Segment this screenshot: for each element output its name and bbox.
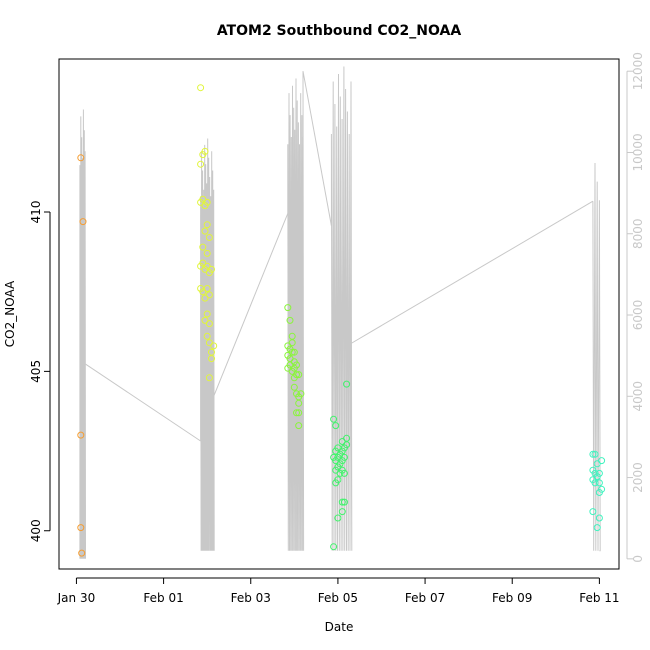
data-point-s1-1 (197, 160, 205, 168)
data-point-s1-23 (201, 294, 209, 302)
y-axis: 400 405 410 (29, 201, 51, 542)
altitude-profile-3 (330, 66, 353, 551)
data-point-s3-25 (340, 498, 348, 506)
data-point-s4-12 (595, 489, 603, 496)
data-point-s1-0 (197, 84, 205, 92)
data-point-s2-19 (290, 383, 298, 391)
data-point-s4-14 (595, 514, 603, 522)
data-point-s1-10 (205, 234, 213, 241)
y2-axis: 0 2000 4000 6000 8000 10000 12000 (626, 52, 645, 563)
x-axis-label: Date (325, 620, 354, 634)
data-point-s2-18 (295, 371, 303, 379)
x-tick-label-5: Feb 09 (492, 591, 532, 605)
data-point-s0-2 (77, 431, 85, 439)
y-tick-label-1: 405 (29, 360, 43, 383)
data-point-s1-27 (203, 332, 211, 340)
y2-tick-label-1: 2000 (631, 462, 645, 493)
data-point-s4-10 (595, 479, 603, 487)
data-point-s1-7 (203, 198, 211, 206)
data-point-s2-26 (295, 422, 303, 430)
data-point-s1-8 (201, 227, 209, 235)
x-tick-label-4: Feb 07 (405, 591, 445, 605)
chart-title: ATOM2 Southbound CO2_NOAA (217, 23, 462, 39)
data-point-s0-0 (77, 154, 85, 162)
data-point-s2-25 (295, 409, 303, 417)
y2-tick-label-5: 10000 (631, 133, 645, 171)
data-point-s1-12 (203, 249, 211, 257)
data-point-s2-9 (288, 348, 296, 356)
data-point-s1-9 (203, 221, 211, 229)
data-point-s1-30 (210, 342, 218, 350)
data-point-s3-24 (338, 498, 346, 506)
x-axis: Jan 30 Feb 01 Feb 03 Feb 05 Feb 07 Feb 09 Feb … (57, 577, 620, 605)
altitude-line-layer (79, 66, 601, 559)
y-tick-label-0: 400 (29, 519, 43, 542)
data-point-s0-3 (77, 524, 85, 532)
data-point-s3-28 (330, 543, 338, 551)
altitude-transit-3 (350, 200, 594, 344)
data-point-s2-14 (293, 361, 300, 369)
y-tick-label-2: 410 (29, 201, 43, 224)
data-point-s3-0 (330, 415, 338, 423)
altitude-transit-2 (302, 71, 332, 226)
data-points-layer (77, 84, 606, 557)
data-point-s3-1 (332, 422, 340, 430)
data-point-s3-2 (343, 380, 351, 388)
data-point-s2-1 (286, 316, 294, 324)
data-point-s4-15 (593, 524, 601, 532)
data-point-s2-22 (297, 390, 305, 398)
data-point-s4-9 (591, 479, 599, 487)
x-tick-label-2: Feb 03 (231, 591, 271, 605)
data-point-s1-31 (208, 355, 215, 363)
altitude-transit-1 (213, 213, 289, 397)
data-point-s2-0 (284, 304, 292, 312)
data-point-s0-4 (78, 549, 86, 557)
data-point-s2-24 (293, 409, 300, 417)
x-tick-label-3: Feb 05 (318, 591, 358, 605)
data-point-s3-27 (334, 514, 342, 522)
data-point-s4-13 (589, 508, 597, 516)
data-point-s3-26 (338, 508, 346, 516)
data-point-s0-1 (79, 218, 87, 226)
data-point-s4-0 (589, 450, 597, 458)
data-point-s4-1 (591, 450, 599, 458)
data-point-s2-6 (290, 348, 298, 356)
altitude-profile-2 (287, 71, 305, 551)
data-point-s4-3 (593, 460, 601, 468)
data-point-s1-3 (201, 147, 209, 155)
x-tick-label-0: Jan 30 (57, 591, 96, 605)
data-point-s1-11 (199, 243, 207, 251)
x-tick-label-1: Feb 01 (143, 591, 183, 605)
data-point-s1-21 (203, 285, 211, 292)
altitude-profile-4 (592, 162, 601, 552)
y2-tick-label-3: 6000 (631, 300, 645, 331)
data-point-s3-18 (340, 469, 348, 477)
data-point-s3-20 (334, 476, 342, 484)
y2-tick-label-4: 8000 (631, 218, 645, 249)
data-point-s2-5 (288, 339, 296, 347)
y2-tick-label-6: 12000 (631, 52, 645, 90)
data-point-s2-23 (295, 399, 303, 407)
y2-tick-label-2: 4000 (631, 381, 645, 412)
data-point-s1-32 (205, 374, 213, 382)
altitude-transit-0 (84, 363, 201, 442)
data-point-s1-18 (208, 265, 215, 273)
y2-tick-label-0: 0 (631, 555, 645, 563)
data-point-s3-13 (340, 453, 348, 461)
x-tick-label-6: Feb 11 (579, 591, 619, 605)
plot-frame (58, 58, 620, 570)
data-point-s3-23 (338, 438, 346, 445)
altitude-profile-0 (79, 109, 86, 559)
data-point-s1-26 (205, 320, 213, 328)
y-axis-label: CO2_NOAA (3, 280, 17, 347)
data-point-s1-25 (203, 310, 211, 318)
